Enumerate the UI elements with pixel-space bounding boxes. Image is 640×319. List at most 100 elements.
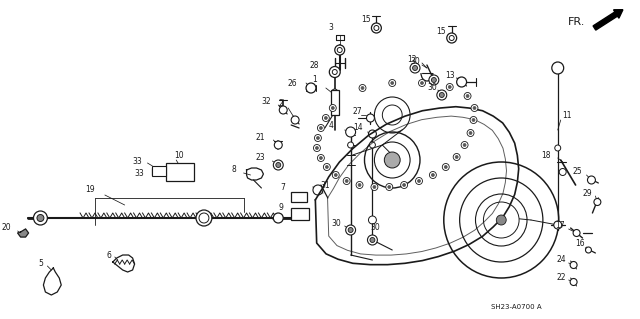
- Circle shape: [334, 174, 337, 176]
- Bar: [152, 166, 166, 176]
- Circle shape: [33, 211, 47, 225]
- Circle shape: [369, 130, 376, 138]
- Text: SH23-A0700 A: SH23-A0700 A: [492, 304, 542, 310]
- Circle shape: [467, 130, 474, 137]
- Text: 27: 27: [353, 108, 362, 116]
- Circle shape: [437, 90, 447, 100]
- Circle shape: [319, 157, 323, 160]
- Text: 19: 19: [85, 186, 95, 195]
- Circle shape: [273, 160, 284, 170]
- Circle shape: [348, 227, 353, 233]
- Bar: [291, 208, 309, 220]
- Text: FR.: FR.: [568, 17, 585, 27]
- Text: 22: 22: [556, 273, 566, 283]
- Circle shape: [317, 154, 324, 161]
- Circle shape: [367, 114, 374, 122]
- Circle shape: [314, 135, 321, 142]
- Circle shape: [356, 182, 363, 189]
- Circle shape: [431, 174, 435, 176]
- Text: 10: 10: [174, 151, 184, 160]
- Circle shape: [335, 45, 345, 55]
- Circle shape: [348, 142, 353, 148]
- Circle shape: [471, 105, 478, 112]
- Circle shape: [388, 79, 396, 86]
- Circle shape: [552, 62, 564, 74]
- Text: 16: 16: [575, 240, 584, 249]
- Text: 17: 17: [555, 220, 564, 229]
- FancyArrow shape: [593, 10, 623, 30]
- Circle shape: [444, 166, 447, 168]
- Circle shape: [420, 81, 424, 85]
- Circle shape: [403, 183, 406, 187]
- Circle shape: [369, 216, 376, 224]
- Circle shape: [325, 166, 328, 168]
- Circle shape: [439, 93, 444, 98]
- Circle shape: [461, 142, 468, 149]
- Circle shape: [449, 35, 454, 41]
- Circle shape: [347, 226, 355, 234]
- Text: 28: 28: [309, 62, 319, 70]
- Circle shape: [386, 183, 393, 190]
- Circle shape: [369, 142, 376, 148]
- Circle shape: [483, 202, 519, 238]
- Circle shape: [332, 89, 338, 95]
- Circle shape: [586, 247, 591, 253]
- Circle shape: [453, 153, 460, 160]
- Circle shape: [371, 23, 381, 33]
- Circle shape: [323, 115, 330, 122]
- Text: 33: 33: [132, 158, 143, 167]
- Text: 30: 30: [427, 84, 437, 93]
- Text: 15: 15: [436, 27, 446, 36]
- Circle shape: [554, 221, 562, 229]
- Circle shape: [330, 66, 340, 78]
- Circle shape: [410, 63, 420, 73]
- Circle shape: [314, 145, 321, 152]
- Text: 13: 13: [445, 70, 454, 79]
- Circle shape: [473, 107, 476, 109]
- Circle shape: [332, 107, 334, 109]
- Circle shape: [346, 225, 356, 235]
- Circle shape: [429, 75, 439, 85]
- Circle shape: [319, 127, 323, 130]
- Circle shape: [455, 155, 458, 159]
- Circle shape: [337, 48, 342, 53]
- Text: 26: 26: [287, 78, 297, 87]
- Circle shape: [275, 141, 282, 149]
- Circle shape: [570, 262, 577, 269]
- Circle shape: [457, 77, 467, 87]
- Circle shape: [463, 144, 466, 146]
- Circle shape: [446, 84, 453, 91]
- Circle shape: [332, 172, 339, 179]
- Circle shape: [306, 83, 316, 93]
- Circle shape: [555, 145, 561, 151]
- Circle shape: [431, 78, 436, 83]
- Bar: [291, 192, 307, 202]
- Circle shape: [594, 198, 601, 205]
- Circle shape: [346, 127, 356, 137]
- Circle shape: [384, 152, 400, 168]
- Text: 24: 24: [556, 256, 566, 264]
- Circle shape: [291, 116, 299, 124]
- Circle shape: [199, 213, 209, 223]
- Circle shape: [317, 124, 324, 131]
- Text: 7: 7: [280, 183, 285, 192]
- Text: 8: 8: [232, 166, 237, 174]
- Text: 3: 3: [329, 24, 334, 33]
- Bar: [166, 163, 194, 181]
- Circle shape: [273, 213, 284, 223]
- Text: 18: 18: [541, 151, 551, 160]
- Circle shape: [316, 137, 319, 139]
- Circle shape: [296, 210, 305, 219]
- Circle shape: [316, 146, 319, 150]
- Circle shape: [371, 183, 378, 190]
- Circle shape: [417, 180, 420, 182]
- Circle shape: [345, 180, 348, 182]
- Circle shape: [573, 229, 580, 236]
- Circle shape: [343, 177, 350, 184]
- Text: 33: 33: [135, 168, 145, 177]
- Circle shape: [361, 86, 364, 90]
- Text: 2: 2: [278, 100, 284, 108]
- Text: 6: 6: [107, 250, 112, 259]
- Text: 1: 1: [312, 76, 317, 85]
- Circle shape: [588, 176, 595, 184]
